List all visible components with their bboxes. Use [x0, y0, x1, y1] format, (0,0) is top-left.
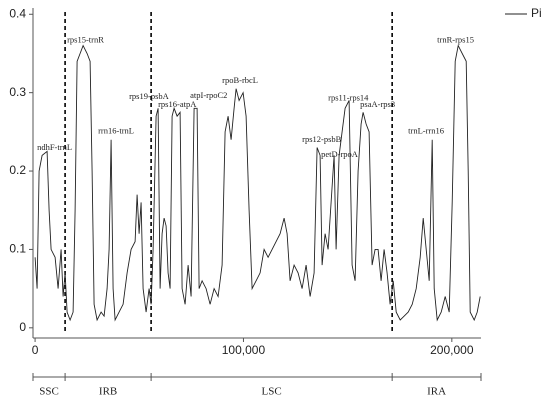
annotation: rps16-atpA: [158, 99, 197, 109]
annotation: psaA-rps3: [360, 99, 395, 109]
x-tick-label: 200,000: [430, 343, 474, 357]
annotation: petD-rpoA: [321, 149, 359, 159]
region-label: SSC: [39, 386, 59, 398]
y-tick-label: 0.1: [9, 242, 26, 256]
x-tick-label: 0: [32, 343, 39, 357]
y-tick-label: 0.2: [9, 163, 26, 177]
annotation: trnR-rps15: [437, 34, 474, 44]
annotation: rps15-trnR: [67, 34, 104, 44]
region-label: IRB: [99, 386, 117, 398]
x-tick-label: 100,000: [222, 343, 266, 357]
region-label: LSC: [262, 386, 282, 398]
y-tick-label: 0.4: [9, 6, 26, 20]
annotation: ndhF-trnL: [37, 142, 72, 152]
annotation: atpI-rpoC2: [190, 90, 227, 100]
annotation: rps19-psbA: [129, 91, 170, 101]
legend-label: Pi: [531, 6, 542, 20]
series-line: [34, 44, 481, 322]
annotation: rpoB-rbcL: [222, 75, 258, 85]
annotation: rrn16-trnL: [98, 125, 134, 135]
annotation: rps12-psbB: [302, 134, 342, 144]
y-tick-label: 0.3: [9, 85, 26, 99]
y-tick-label: 0: [19, 320, 26, 334]
region-label: IRA: [427, 386, 446, 398]
annotation: rps11-rps14: [328, 92, 369, 102]
annotation: trnL-rrn16: [408, 125, 444, 135]
